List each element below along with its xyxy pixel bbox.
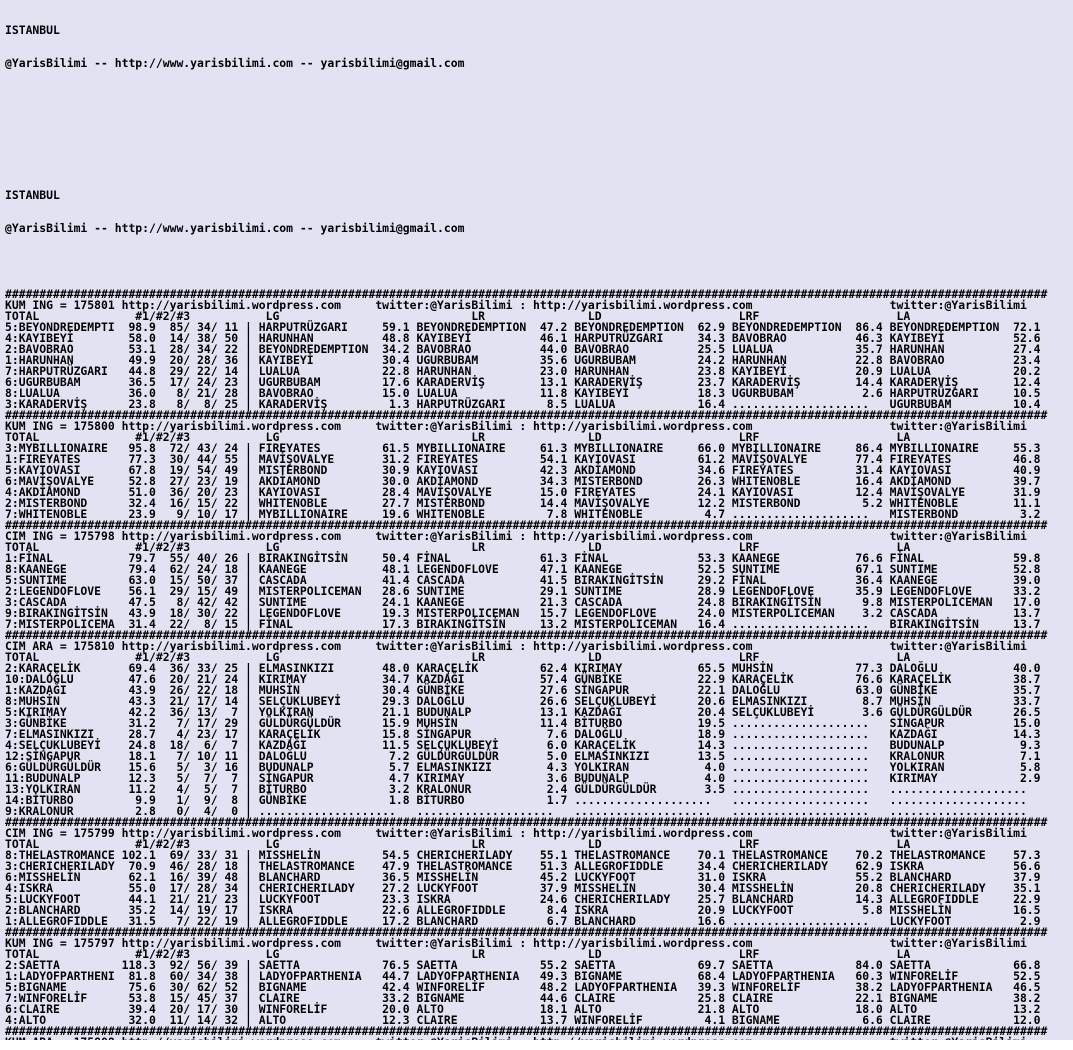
table-row: 8:MUHSİN 43.3 21/ 17/ 14 | SELÇUKLUBEYİ … bbox=[5, 694, 1048, 708]
table-row: 7:WINFORELİF 53.8 15/ 45/ 37 | CLAIRE 33… bbox=[5, 991, 1048, 1005]
column-header-line: TOTAL #1/#2/#3 LG LR LD LRF LA bbox=[5, 309, 1048, 323]
separator-line: ########################################… bbox=[5, 518, 1048, 532]
section-title-line: CIM ING = 175798 http://yarisbilimi.word… bbox=[5, 529, 1027, 543]
location-line-repeat: ISTANBUL bbox=[5, 188, 60, 202]
table-row: 1:LADYOFPARTHENI 81.8 60/ 34/ 38 | LADYO… bbox=[5, 969, 1048, 983]
blank-line bbox=[5, 91, 1073, 102]
table-row: 1:ALLEGROFIDDLE 31.5 7/ 22/ 19 | ALLEGRO… bbox=[5, 914, 1048, 928]
table-row: 5:KAYIOVASI 67.8 19/ 54/ 49 | MISTERBOND… bbox=[5, 463, 1048, 477]
column-header-line: TOTAL #1/#2/#3 LG LR LD LRF LA bbox=[5, 650, 1048, 664]
table-row: 1:FİNAL 79.7 55/ 40/ 26 | BIRAKINGİTSİN … bbox=[5, 551, 1048, 565]
separator-line: ########################################… bbox=[5, 628, 1048, 642]
separator-line: ########################################… bbox=[5, 408, 1048, 422]
table-row: 8:LUALUA 36.0 8/ 21/ 28 | BAVOBRAO 15.0 … bbox=[5, 386, 1048, 400]
table-row: 9:KRALONUR 2.8 0/ 4/ 0 | ...............… bbox=[5, 804, 1048, 818]
table-row: 5:BEYONDREDEMPTI 98.9 85/ 34/ 11 | HARPU… bbox=[5, 320, 1048, 334]
blank-line bbox=[5, 256, 1073, 267]
table-row: 5:KIRIMAY 42.2 36/ 13/ 7 | YOLKIRAN 21.1… bbox=[5, 705, 1048, 719]
table-row: 12:SİNGAPUR 18.1 7/ 10/ 11 | DALOĞLU 7.2… bbox=[5, 749, 1048, 763]
table-row: 3:MYBILLIONAIRE 95.8 72/ 43/ 24 | FIREYA… bbox=[5, 441, 1048, 455]
table-row: 1:KAZDAĞI 43.9 26/ 22/ 18 | MUHSİN 30.4 … bbox=[5, 683, 1048, 697]
section-7: ########################################… bbox=[5, 1024, 1073, 1040]
section-6: ########################################… bbox=[5, 925, 1073, 1027]
section-2: ########################################… bbox=[5, 408, 1073, 521]
table-row: 13:YOLKIRAN 11.2 4/ 5/ 7 | BİTURBO 3.2 K… bbox=[5, 782, 1048, 796]
table-row: 14:BİTURBO 9.9 1/ 9/ 8 | GÜNBİKE 1.8 BİT… bbox=[5, 793, 1048, 807]
table-row: 5:SUNTIME 63.0 15/ 50/ 37 | CASCADA 41.4… bbox=[5, 573, 1048, 587]
table-row: 1:HARUNHAN 49.9 20/ 28/ 36 | KAYIBEYİ 30… bbox=[5, 353, 1048, 367]
column-header-line: TOTAL #1/#2/#3 LG LR LD LRF LA bbox=[5, 540, 1048, 554]
section-title-line: KUM ING = 175797 http://yarisbilimi.word… bbox=[5, 936, 1027, 950]
table-row: 4:ISKRA 55.0 17/ 28/ 34 | CHERICHERILADY… bbox=[5, 881, 1048, 895]
table-row: 6:MAVİŞOVALYE 52.8 27/ 23/ 19 | AKDİAMON… bbox=[5, 474, 1048, 488]
table-row: 5:BIGNAME 75.6 30/ 62/ 52 | BIGNAME 42.4… bbox=[5, 980, 1048, 994]
table-row: 2:KARAÇELİK 69.4 36/ 33/ 25 | ELMASINKIZ… bbox=[5, 661, 1048, 675]
section-title-line: CIM ARA = 175810 http://yarisbilimi.word… bbox=[5, 639, 1027, 653]
separator-line: ########################################… bbox=[5, 925, 1048, 939]
table-row: 4:SELÇUKLUBEYİ 24.8 18/ 6/ 7 | KAZDAĞI 1… bbox=[5, 738, 1048, 752]
separator-line: ########################################… bbox=[5, 815, 1048, 829]
table-row: 2:BLANCHARD 35.2 14/ 19/ 17 | ISKRA 22.6… bbox=[5, 903, 1048, 917]
location-line: ISTANBUL bbox=[5, 23, 60, 37]
table-row: 4:ALTO 32.0 11/ 14/ 32 | ALTO 12.3 CLAIR… bbox=[5, 1013, 1048, 1027]
section-1: ########################################… bbox=[5, 287, 1073, 411]
section-title-line: CIM ING = 175799 http://yarisbilimi.word… bbox=[5, 826, 1027, 840]
table-row: 8:KAANEGE 79.4 62/ 24/ 18 | KAANEGE 48.1… bbox=[5, 562, 1048, 576]
section-3: ########################################… bbox=[5, 518, 1073, 631]
table-row: 2:MISTERBOND 32.4 16/ 15/ 22 | WHITENOBL… bbox=[5, 496, 1048, 510]
table-row: 3:GÜNBİKE 31.2 7/ 17/ 29 | GÜLDÜRGÜLDÜR … bbox=[5, 716, 1048, 730]
table-row: 4:KAYIBEYİ 58.0 14/ 38/ 50 | HARUNHAN 48… bbox=[5, 331, 1048, 345]
table-row: 1:FIREYATES 77.3 30/ 44/ 55 | MAVİŞOVALY… bbox=[5, 452, 1048, 466]
blank-line bbox=[5, 124, 1073, 135]
table-row: 6:CLAIRE 39.4 20/ 17/ 30 | WINFORELİF 20… bbox=[5, 1002, 1048, 1016]
table-row: 4:AKDİAMOND 51.0 36/ 20/ 23 | KAYIOVASI … bbox=[5, 485, 1048, 499]
blank-line bbox=[5, 157, 1073, 168]
table-row: 3:CHERICHERILADY 70.9 46/ 28/ 18 | THELA… bbox=[5, 859, 1048, 873]
table-row: 2:LEGENDOFLOVE 56.1 29/ 15/ 49 | MISTERP… bbox=[5, 584, 1048, 598]
column-header-line: TOTAL #1/#2/#3 LG LR LD LRF LA bbox=[5, 947, 1048, 961]
table-row: 3:KARADERVİŞ 23.8 8/ 8/ 25 | KARADERVİŞ … bbox=[5, 397, 1048, 411]
table-row: 2:SAETTA 118.3 92/ 56/ 39 | SAETTA 76.5 … bbox=[5, 958, 1048, 972]
table-row: 7:MISTERPOLICEMA 31.4 22/ 8/ 15 | FİNAL … bbox=[5, 617, 1048, 631]
section-5: ########################################… bbox=[5, 815, 1073, 928]
table-row: 9:BIRAKINGİTSİN 43.9 18/ 30/ 22 | LEGEND… bbox=[5, 606, 1048, 620]
section-4: ########################################… bbox=[5, 628, 1073, 818]
table-row: 10:DALOĞLU 47.6 20/ 21/ 24 | KIRIMAY 34.… bbox=[5, 672, 1048, 686]
table-row: 6:GÜLDÜRGÜLDÜR 15.6 5/ 3/ 16 | BUDUNALP … bbox=[5, 760, 1048, 774]
sections-container: ########################################… bbox=[5, 287, 1073, 1040]
section-title-line: KUM ARA = 175808 http://yarisbilimi.word… bbox=[5, 1036, 1073, 1040]
separator-line: ########################################… bbox=[5, 287, 1048, 301]
table-row: 3:CASCADA 47.5 8/ 42/ 42 | SUNTIME 24.1 … bbox=[5, 595, 1048, 609]
table-row: 7:HARPUTRÜZGARI 44.8 29/ 22/ 14 | LUALUA… bbox=[5, 364, 1048, 378]
table-row: 6:UGURBUBAM 36.5 17/ 24/ 23 | UGURBUBAM … bbox=[5, 375, 1048, 389]
table-row: 7:ELMASINKIZI 28.7 4/ 23/ 17 | KARAÇELİK… bbox=[5, 727, 1048, 741]
section-title-line: KUM ING = 175800 http://yarisbilimi.word… bbox=[5, 419, 1027, 433]
table-row: 8:THELASTROMANCE 102.1 69/ 33/ 31 | MISS… bbox=[5, 848, 1048, 862]
table-row: 11:BUDUNALP 12.3 5/ 7/ 7 | SİNGAPUR 4.7 … bbox=[5, 771, 1048, 785]
column-header-line: TOTAL #1/#2/#3 LG LR LD LRF LA bbox=[5, 430, 1048, 444]
separator-line: ########################################… bbox=[5, 1024, 1048, 1038]
tagline-line: @YarisBilimi -- http://www.yarisbilimi.c… bbox=[5, 56, 465, 70]
table-row: 2:BAVOBRAO 53.1 28/ 34/ 22 | BEYONDREDEM… bbox=[5, 342, 1048, 356]
table-row: 7:WHITENOBLE 23.9 9/ 10/ 17 | MYBILLIONA… bbox=[5, 507, 1048, 521]
tagline-line-repeat: @YarisBilimi -- http://www.yarisbilimi.c… bbox=[5, 221, 465, 235]
section-title-line: KUM ING = 175801 http://yarisbilimi.word… bbox=[5, 298, 1027, 312]
table-row: 6:MISSHELİN 62.1 16/ 39/ 48 | BLANCHARD … bbox=[5, 870, 1048, 884]
column-header-line: TOTAL #1/#2/#3 LG LR LD LRF LA bbox=[5, 837, 1048, 851]
table-row: 5:LUCKYFOOT 44.1 21/ 21/ 23 | LUCKYFOOT … bbox=[5, 892, 1048, 906]
